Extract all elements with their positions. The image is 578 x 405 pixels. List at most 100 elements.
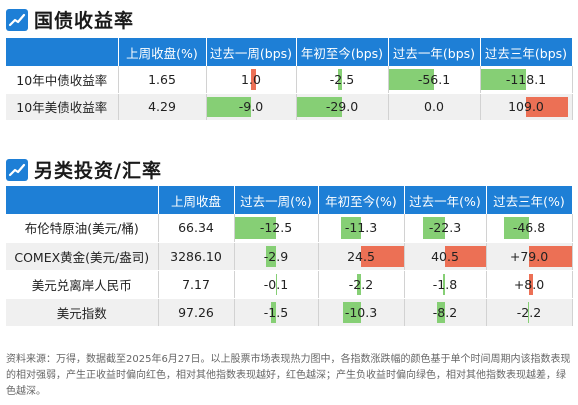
change-cell: -118.1 <box>480 66 573 94</box>
table-row: 美元兑离岸人民币 7.17 -0.1 -2.2 -1.8 +8.0 <box>6 270 573 299</box>
change-value: -11.3 <box>344 220 378 236</box>
change-cell: -56.1 <box>388 66 481 94</box>
change-cell: -0.1 <box>234 270 319 299</box>
change-value: -8.2 <box>432 304 458 320</box>
change-cell: +8.0 <box>486 270 573 299</box>
negative-bar <box>266 245 276 267</box>
trend-chart-icon <box>6 8 28 31</box>
section-title: 国债收益率 <box>34 10 135 32</box>
change-cell: 24.5 <box>318 242 405 271</box>
row-close-value: 7.17 <box>158 270 235 299</box>
negative-bar <box>443 273 445 295</box>
row-name: COMEX黄金(美元/盎司) <box>6 242 159 271</box>
positive-bar <box>529 273 534 295</box>
header-ytd: 年初至今(bps) <box>296 38 389 66</box>
bond-yield-table: 上周收盘(%) 过去一周(bps) 年初至今(bps) 过去一年(bps) 过去… <box>6 38 573 121</box>
section-header-alternatives: 另类投资/汇率 <box>6 156 162 183</box>
negative-bar <box>206 96 251 117</box>
change-cell: -10.3 <box>318 298 405 327</box>
positive-bar <box>251 69 256 90</box>
change-cell: -8.2 <box>404 298 487 327</box>
change-value: -1.8 <box>432 276 458 292</box>
header-ytd: 年初至今(%) <box>318 186 405 214</box>
change-cell: 0.0 <box>388 93 481 121</box>
change-cell: -12.5 <box>234 214 319 243</box>
change-value: 0.0 <box>424 99 444 114</box>
alternative-investment-table: 上周收盘 过去一周(%) 年初至今(%) 过去一年(%) 过去三年(%) 布伦特… <box>6 186 573 327</box>
table-row: COMEX黄金(美元/盎司) 3286.10 -2.9 24.5 40.5 +79.0 <box>6 242 573 271</box>
negative-bar <box>357 273 361 295</box>
change-value: +79.0 <box>509 248 549 264</box>
change-value: 1.0 <box>241 71 261 87</box>
change-value: 40.5 <box>431 248 459 264</box>
change-cell: 109.0 <box>480 93 573 121</box>
row-close-value: 1.65 <box>118 66 207 94</box>
header-week: 过去一周(%) <box>234 186 319 214</box>
row-name: 10年美债收益率 <box>6 93 119 121</box>
change-cell: -46.8 <box>486 214 573 243</box>
row-name: 布伦特原油(美元/桶) <box>6 214 159 243</box>
change-value: -118.1 <box>505 71 547 87</box>
negative-bar <box>388 69 434 90</box>
change-cell: -2.9 <box>234 242 319 271</box>
row-name: 美元兑离岸人民币 <box>6 270 159 299</box>
change-value: 24.5 <box>347 248 375 264</box>
change-cell: -29.0 <box>296 93 389 121</box>
table-header-row: 上周收盘(%) 过去一周(bps) 年初至今(bps) 过去一年(bps) 过去… <box>6 38 573 66</box>
negative-bar <box>338 69 342 90</box>
header-name <box>6 186 159 214</box>
header-name <box>6 38 119 66</box>
negative-bar <box>480 69 526 90</box>
change-value: -29.0 <box>325 99 359 114</box>
change-cell: -2.2 <box>486 298 573 327</box>
row-name: 10年中债收益率 <box>6 66 119 94</box>
header-close: 上周收盘 <box>158 186 235 214</box>
row-close-value: 3286.10 <box>158 242 235 271</box>
change-cell: -1.5 <box>234 298 319 327</box>
positive-bar <box>529 245 571 267</box>
trend-chart-icon <box>6 158 28 181</box>
header-1y: 过去一年(%) <box>404 186 487 214</box>
change-cell: -2.5 <box>296 66 389 94</box>
header-close: 上周收盘(%) <box>118 38 207 66</box>
change-value: -2.9 <box>263 248 289 264</box>
table-row: 10年中债收益率 1.65 1.0 -2.5 -56.1 -118.1 <box>6 66 573 94</box>
change-value: +8.0 <box>513 276 545 292</box>
negative-bar <box>503 217 529 239</box>
header-3y: 过去三年(bps) <box>480 38 573 66</box>
section-header-bonds: 国债收益率 <box>6 6 134 33</box>
row-close-value: 66.34 <box>158 214 235 243</box>
change-value: -2.5 <box>329 71 355 87</box>
row-close-value: 97.26 <box>158 298 235 327</box>
footnote: 资料来源：万得，数据截至2025年6月27日。以上股票市场表现热力图中，各指数涨… <box>6 354 571 397</box>
section-title: 另类投资/汇率 <box>34 160 162 182</box>
change-value: -46.8 <box>512 220 546 236</box>
table-header-row: 上周收盘 过去一周(%) 年初至今(%) 过去一年(%) 过去三年(%) <box>6 186 573 214</box>
change-cell: -9.0 <box>206 93 297 121</box>
header-week: 过去一周(bps) <box>206 38 297 66</box>
positive-bar <box>445 245 485 267</box>
change-value: -9.0 <box>238 99 264 114</box>
change-value: 109.0 <box>508 99 544 114</box>
change-cell: 1.0 <box>206 66 297 94</box>
change-value: -0.1 <box>263 276 289 292</box>
change-cell: +79.0 <box>486 242 573 271</box>
change-value: -2.2 <box>348 276 374 292</box>
row-name: 美元指数 <box>6 298 159 327</box>
table-row: 布伦特原油(美元/桶) 66.34 -12.5 -11.3 -22.3 -46.8 <box>6 214 573 243</box>
change-cell: 40.5 <box>404 242 487 271</box>
negative-bar <box>343 301 361 323</box>
change-value: -1.5 <box>263 304 289 320</box>
header-1y: 过去一年(bps) <box>388 38 481 66</box>
positive-bar <box>526 96 568 117</box>
negative-bar <box>296 96 342 117</box>
positive-bar <box>361 245 403 267</box>
change-value: -56.1 <box>417 71 451 87</box>
negative-bar <box>527 301 529 323</box>
negative-bar <box>436 301 445 323</box>
change-value: -12.5 <box>259 220 293 236</box>
negative-bar <box>234 217 276 239</box>
table-row: 10年美债收益率 4.29 -9.0 -29.0 0.0 109.0 <box>6 93 573 121</box>
header-3y: 过去三年(%) <box>486 186 573 214</box>
change-cell: -2.2 <box>318 270 405 299</box>
